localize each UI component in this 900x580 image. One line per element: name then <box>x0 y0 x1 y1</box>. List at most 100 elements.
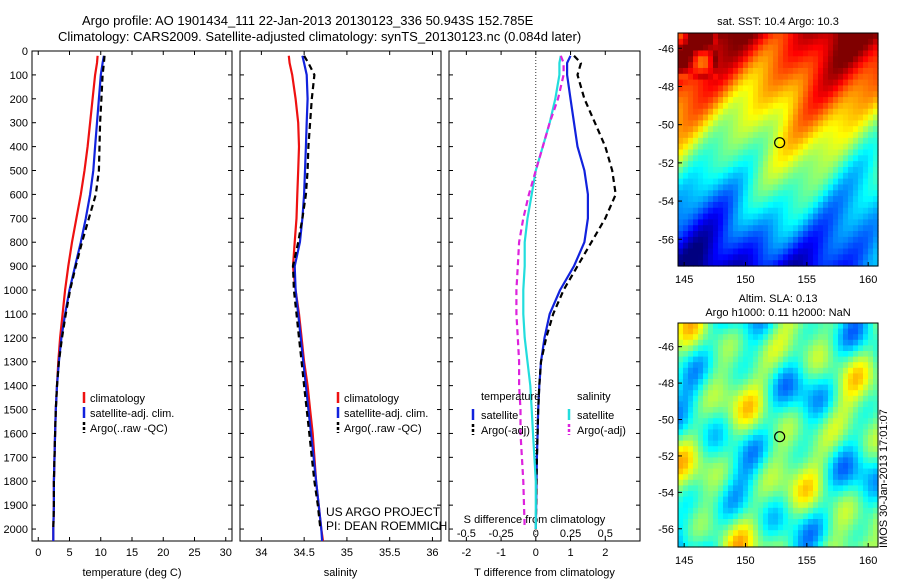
map-cell <box>833 519 839 526</box>
map-cell <box>698 401 704 408</box>
map-cell <box>683 62 689 69</box>
map-cell <box>858 213 864 220</box>
map-cell <box>763 161 769 168</box>
map-cell <box>723 260 729 267</box>
map-cell <box>828 213 834 220</box>
map-cell <box>758 91 764 98</box>
map-cell <box>808 339 814 346</box>
map-cell <box>763 513 769 520</box>
map-cell <box>778 395 784 402</box>
map-cell <box>803 219 809 226</box>
map-cell <box>868 474 874 481</box>
map-cell <box>763 97 769 104</box>
map-cell <box>873 137 879 145</box>
map-cell <box>738 73 744 81</box>
map-cell <box>688 137 694 145</box>
map-cell <box>708 254 714 261</box>
map-cell <box>768 496 774 503</box>
map-cell <box>868 143 874 151</box>
map-cell <box>678 33 684 40</box>
map-cell <box>788 535 794 542</box>
map-cell <box>808 446 814 453</box>
map-cell <box>743 407 749 414</box>
map-cell <box>728 440 734 447</box>
map-cell <box>853 97 859 104</box>
map-cell <box>788 184 794 191</box>
map-cell <box>778 435 784 442</box>
map-cell <box>848 207 854 215</box>
map-cell <box>728 97 734 104</box>
x-axis-label: temperature (deg C) <box>82 567 181 579</box>
map-cell <box>798 207 804 215</box>
map-cell <box>723 418 729 425</box>
map-cell <box>688 67 694 75</box>
map-cell <box>728 236 734 244</box>
map-cell <box>853 213 859 220</box>
map-cell <box>698 213 704 220</box>
map-cell <box>793 362 799 369</box>
map-cell <box>763 236 769 244</box>
map-cell <box>758 166 764 174</box>
map-cell <box>718 412 724 419</box>
map-cell <box>683 457 689 464</box>
map-cell <box>743 56 749 63</box>
map-cell <box>838 143 844 151</box>
map-cell <box>733 254 739 261</box>
map-cell <box>858 401 864 408</box>
map-cell <box>793 161 799 168</box>
map-cell <box>823 231 829 238</box>
map-cell <box>693 362 699 369</box>
map-cell <box>718 102 724 110</box>
map-cell <box>688 231 694 238</box>
map-cell <box>708 323 714 330</box>
map-cell <box>828 143 834 151</box>
map-cell <box>798 73 804 81</box>
map-cell <box>833 91 839 98</box>
map-cell <box>803 260 809 267</box>
map-cell <box>793 535 799 542</box>
map-cell <box>743 207 749 215</box>
map-cell <box>723 362 729 369</box>
map-cell <box>773 50 779 57</box>
map-cell <box>798 132 804 139</box>
map-cell <box>743 373 749 380</box>
map-cell <box>863 513 869 520</box>
map-cell <box>793 530 799 537</box>
map-cell <box>728 395 734 402</box>
map-cell <box>863 161 869 168</box>
map-cell <box>723 248 729 255</box>
map-cell <box>843 236 849 244</box>
map-cell <box>803 155 809 162</box>
map-cell <box>813 219 819 226</box>
map-cell <box>723 236 729 244</box>
map-cell <box>783 345 789 352</box>
map-cell <box>803 418 809 425</box>
map-cell <box>773 120 779 127</box>
map-cell <box>758 412 764 419</box>
map-cell <box>813 207 819 215</box>
map-cell <box>803 524 809 531</box>
map-cell <box>853 161 859 168</box>
map-cell <box>818 155 824 162</box>
map-cell <box>853 468 859 475</box>
x-tick-label: 0 <box>35 547 41 559</box>
map-cell <box>708 114 714 121</box>
map-cell <box>693 231 699 238</box>
map-cell <box>683 178 689 186</box>
map-cell <box>783 236 789 244</box>
map-cell <box>833 56 839 63</box>
map-cell <box>683 429 689 436</box>
map-cell <box>808 524 814 531</box>
map-cell <box>703 231 709 238</box>
map-cell <box>818 496 824 503</box>
map-cell <box>728 114 734 121</box>
map-cell <box>753 468 759 475</box>
map-cell <box>743 201 749 209</box>
map-cell <box>843 108 849 116</box>
map-cell <box>783 435 789 442</box>
map-cell <box>723 474 729 481</box>
map-cell <box>708 196 714 203</box>
map-cell <box>783 79 789 87</box>
map-cell <box>683 166 689 174</box>
map-cell <box>723 373 729 380</box>
